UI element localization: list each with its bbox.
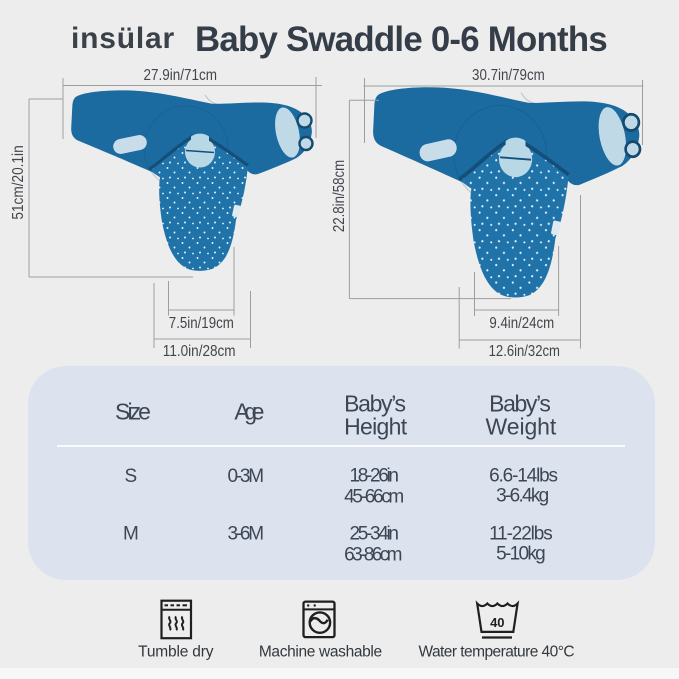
svg-text:Baby’s: Baby’s: [344, 391, 406, 417]
svg-text:Height: Height: [344, 414, 408, 440]
svg-text:11-22lbs: 11-22lbs: [489, 524, 553, 545]
svg-text:S: S: [125, 466, 138, 487]
svg-text:11.0in/28cm: 11.0in/28cm: [163, 343, 236, 360]
svg-text:Tumble dry: Tumble dry: [138, 644, 214, 661]
svg-text:5-10kg: 5-10kg: [496, 544, 546, 565]
svg-text:7.5in/19cm: 7.5in/19cm: [169, 315, 234, 332]
svg-text:40: 40: [490, 615, 504, 630]
svg-text:Water temperature 40°C: Water temperature 40°C: [418, 644, 574, 661]
svg-text:9.4in/24cm: 9.4in/24cm: [489, 315, 554, 332]
svg-text:Size: Size: [115, 398, 151, 424]
svg-text:45-66cm: 45-66cm: [344, 486, 404, 507]
svg-text:30.7in/79cm: 30.7in/79cm: [472, 67, 545, 84]
svg-text:3-6.4kg: 3-6.4kg: [496, 486, 549, 507]
svg-text:25-34in: 25-34in: [349, 524, 399, 545]
svg-text:12.6in/32cm: 12.6in/32cm: [489, 343, 560, 360]
svg-text:Weight: Weight: [486, 414, 557, 440]
svg-text:22.8in/58cm: 22.8in/58cm: [331, 160, 348, 232]
svg-text:Machine washable: Machine washable: [259, 644, 382, 661]
svg-text:18-26in: 18-26in: [349, 466, 399, 487]
svg-text:63-86cm: 63-86cm: [344, 544, 402, 565]
svg-text:51cm/20.1in: 51cm/20.1in: [10, 145, 27, 219]
svg-text:Baby’s: Baby’s: [489, 391, 551, 417]
svg-text:Age: Age: [234, 398, 264, 424]
svg-text:6.6-14lbs: 6.6-14lbs: [489, 466, 558, 487]
svg-text:0-3M: 0-3M: [228, 466, 264, 487]
svg-text:3-6M: 3-6M: [228, 524, 264, 545]
svg-text:27.9in/71cm: 27.9in/71cm: [144, 67, 218, 84]
svg-text:M: M: [123, 524, 139, 545]
